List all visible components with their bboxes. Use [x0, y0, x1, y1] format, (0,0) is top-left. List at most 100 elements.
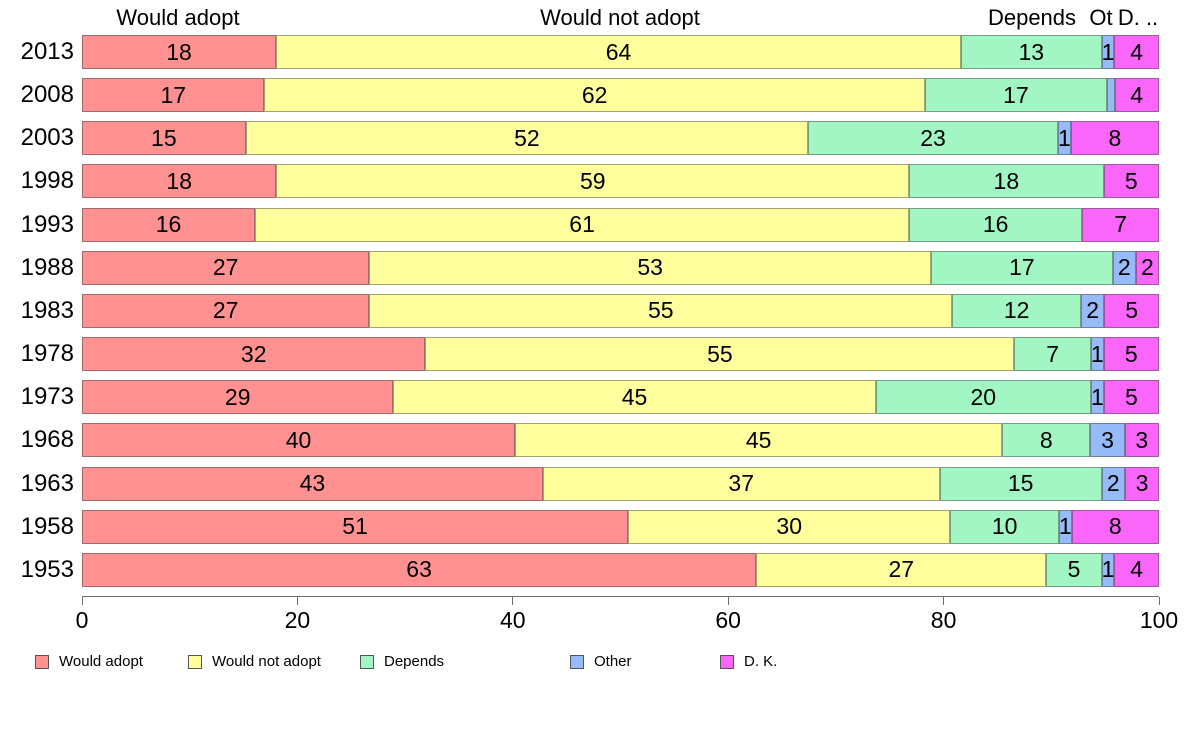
- segment-other: 1: [1102, 552, 1114, 587]
- segment-would-adopt: 63: [82, 552, 757, 587]
- category-label: 1953: [20, 555, 74, 583]
- segment-would-not-adopt: 53: [369, 250, 932, 285]
- segment-value-label: 64: [605, 38, 632, 65]
- segment-value-label: 7: [1046, 340, 1060, 367]
- segment-would-not-adopt: 55: [425, 337, 1015, 372]
- segment-d-k: 5: [1104, 293, 1159, 328]
- segment-d-k: 5: [1103, 380, 1160, 415]
- category-label: 1988: [20, 253, 74, 281]
- x-tick-label: 80: [930, 607, 957, 633]
- stacked-bar: 43 37 15 2 3: [82, 466, 1160, 501]
- segment-value-label: 2: [1086, 297, 1099, 324]
- segment-would-not-adopt: 37: [542, 466, 940, 501]
- segment-value-label: 2: [1141, 254, 1154, 281]
- segment-value-label: 1: [1090, 383, 1104, 410]
- segment-value-label: 7: [1114, 211, 1127, 238]
- segment-value-label: 40: [285, 426, 312, 453]
- x-tick-label: 0: [75, 607, 89, 633]
- legend-label: Would not adopt: [212, 653, 321, 670]
- category-label: 1958: [20, 512, 74, 540]
- segment-value-label: 27: [888, 556, 915, 583]
- segment-d-k: 3: [1124, 423, 1159, 458]
- stacked-bar: 27 53 17 2 2: [82, 250, 1159, 285]
- segment-would-not-adopt: 61: [255, 207, 910, 242]
- legend-label: Would adopt: [59, 653, 143, 670]
- legend-swatch: [35, 654, 49, 669]
- x-tick-label: 20: [284, 607, 311, 633]
- segment-other: 1: [1102, 35, 1114, 69]
- legend-item-other: Other: [570, 653, 632, 670]
- segment-value-label: 63: [406, 556, 432, 583]
- category-label: 2003: [20, 124, 74, 152]
- segment-depends: 18: [909, 164, 1104, 199]
- chart-row-2003: 2003 15 52 23 1 8: [0, 121, 1188, 156]
- segment-value-label: 4: [1130, 556, 1144, 583]
- segment-depends: 7: [1014, 337, 1091, 372]
- legend-item-would-not-adopt: Would not adopt: [188, 653, 321, 670]
- segment-value-label: 5: [1124, 383, 1138, 410]
- segment-value-label: 18: [993, 167, 1020, 194]
- segment-depends: 17: [924, 78, 1108, 113]
- header-other-truncated: Ot: [1089, 5, 1113, 30]
- chart-row-1993: 1993 16 61 16 7: [0, 207, 1188, 242]
- segment-depends: 17: [931, 250, 1113, 285]
- segment-value-label: 45: [621, 383, 648, 410]
- segment-value-label: 1: [1058, 513, 1072, 540]
- stacked-bar: 18 59 18 5: [82, 164, 1159, 199]
- segment-would-not-adopt: 45: [515, 423, 1003, 458]
- segment-value-label: 5: [1125, 297, 1138, 324]
- legend-swatch: [720, 654, 734, 669]
- category-label: 1983: [20, 296, 74, 324]
- segment-value-label: 62: [581, 81, 608, 108]
- segment-d-k: 8: [1070, 121, 1159, 156]
- segment-value-label: 15: [151, 124, 177, 151]
- segment-value-label: 45: [745, 426, 772, 453]
- segment-would-not-adopt: 30: [628, 509, 951, 544]
- segment-d-k: 3: [1125, 466, 1160, 501]
- segment-value-label: 55: [647, 297, 674, 324]
- x-tick: [727, 597, 729, 605]
- segment-value-label: 55: [707, 340, 733, 367]
- segment-depends: 23: [808, 121, 1058, 156]
- segment-depends: 8: [1002, 423, 1091, 458]
- legend-item-d-k: D. K.: [720, 653, 777, 670]
- segment-value-label: 16: [155, 211, 182, 238]
- legend-label: Depends: [384, 653, 445, 670]
- stacked-bar: 29 45 20 1 5: [82, 380, 1160, 415]
- category-label: 1993: [20, 210, 74, 238]
- header-depends: Depends: [987, 5, 1077, 30]
- segment-value-label: 3: [1135, 426, 1149, 453]
- category-label: 1973: [20, 383, 74, 411]
- chart-row-1988: 1988 27 53 17 2 2: [0, 250, 1188, 285]
- segment-value-label: 27: [212, 297, 239, 324]
- segment-value-label: 5: [1067, 556, 1081, 583]
- stacked-bar: 18 64 13 1 4: [82, 35, 1159, 69]
- segment-would-adopt: 27: [82, 293, 370, 328]
- legend-label: D. K.: [744, 653, 778, 670]
- stacked-bar: 15 52 23 1 8: [82, 121, 1159, 156]
- segment-would-adopt: 29: [82, 380, 394, 415]
- segment-value-label: 18: [166, 167, 192, 194]
- segment-other: 2: [1101, 466, 1125, 501]
- segment-value-label: 27: [212, 254, 239, 281]
- segment-would-adopt: 27: [82, 250, 370, 285]
- segment-d-k: 4: [1114, 35, 1159, 69]
- x-tick: [943, 597, 945, 605]
- chart-row-1968: 1968 40 45 8 3 3: [0, 423, 1188, 458]
- chart-row-1958: 1958 51 30 10 1 8: [0, 509, 1188, 544]
- segment-value-label: 61: [569, 211, 595, 238]
- category-label: 1968: [20, 426, 74, 454]
- header-would-not-adopt: Would not adopt: [540, 5, 700, 30]
- x-tick: [1158, 597, 1160, 605]
- category-label: 1963: [20, 469, 74, 497]
- chart-row-1978: 1978 32 55 7 1 5: [0, 337, 1188, 372]
- chart-row-2013: 2013 18 64 13 1 4: [0, 35, 1188, 69]
- category-label: 1978: [20, 340, 74, 368]
- segment-depends: 12: [952, 293, 1082, 328]
- segment-value-label: 8: [1108, 124, 1122, 151]
- segment-value-label: 30: [776, 513, 803, 540]
- segment-value-label: 17: [1009, 254, 1035, 281]
- segment-value-label: 1: [1058, 124, 1071, 151]
- segment-value-label: 20: [970, 383, 997, 410]
- segment-depends: 5: [1046, 552, 1102, 587]
